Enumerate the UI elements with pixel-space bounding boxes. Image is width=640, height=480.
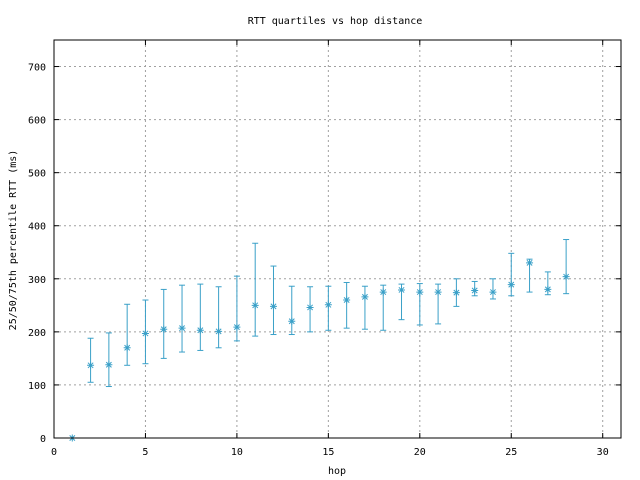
data-point: [526, 258, 534, 293]
y-tick-label: 400: [28, 222, 46, 233]
x-tick-label: 0: [51, 447, 57, 458]
median-marker: [343, 296, 351, 304]
data-point: [471, 280, 479, 297]
x-tick-label: 20: [414, 447, 426, 458]
data-point: [379, 284, 387, 331]
y-tick-label: 200: [28, 328, 46, 339]
data-series: [68, 239, 570, 442]
median-marker: [379, 288, 387, 296]
median-marker: [141, 329, 149, 337]
data-point: [215, 286, 223, 349]
x-axis-label: hop: [328, 466, 346, 477]
median-marker: [105, 361, 113, 369]
data-point: [489, 278, 497, 300]
y-tick-label: 100: [28, 381, 46, 392]
x-tick-label: 25: [505, 447, 517, 458]
median-marker: [416, 288, 424, 296]
median-marker: [452, 289, 460, 297]
median-marker: [160, 325, 168, 333]
y-tick-label: 600: [28, 116, 46, 127]
median-marker: [471, 286, 479, 294]
median-marker: [526, 259, 534, 267]
axes: 0 100 200 300 400 500 600 700 0 5 10 15 20 25 30: [28, 40, 621, 458]
data-point: [251, 242, 259, 337]
x-tick-label: 10: [231, 447, 243, 458]
median-marker: [544, 285, 552, 293]
data-point: [562, 239, 570, 295]
median-marker: [233, 323, 241, 331]
data-point: [416, 283, 424, 326]
median-marker: [123, 344, 131, 352]
data-point: [87, 337, 95, 383]
median-marker: [489, 288, 497, 296]
median-marker: [434, 288, 442, 296]
median-marker: [562, 273, 570, 281]
y-tick-label: 500: [28, 169, 46, 180]
data-point: [196, 283, 204, 351]
data-point: [507, 252, 515, 297]
median-marker: [178, 324, 186, 332]
data-point: [343, 282, 351, 329]
x-tick-label: 5: [142, 447, 148, 458]
chart-title: RTT quartiles vs hop distance: [248, 16, 423, 27]
data-point: [306, 286, 314, 333]
data-point: [105, 332, 113, 388]
data-point: [123, 303, 131, 366]
x-tick-label: 15: [322, 447, 334, 458]
data-point: [288, 285, 296, 336]
data-point: [361, 285, 369, 330]
data-point: [233, 275, 241, 342]
data-point: [269, 265, 277, 336]
y-tick-label: 0: [40, 434, 46, 445]
y-tick-label: 300: [28, 275, 46, 286]
median-marker: [269, 302, 277, 310]
median-marker: [361, 293, 369, 301]
median-marker: [251, 301, 259, 309]
data-point: [452, 278, 460, 307]
median-marker: [306, 303, 314, 311]
median-marker: [288, 317, 296, 325]
data-point: [160, 288, 168, 359]
data-point: [324, 285, 332, 331]
median-marker: [215, 327, 223, 335]
data-point: [434, 283, 442, 325]
median-marker: [398, 286, 406, 294]
median-marker: [324, 301, 332, 309]
data-point: [544, 271, 552, 296]
y-tick-label: 700: [28, 63, 46, 74]
grid: [54, 40, 621, 438]
data-point: [178, 284, 186, 353]
median-marker: [196, 326, 204, 334]
median-marker: [87, 361, 95, 369]
data-point: [141, 299, 149, 365]
plot-frame: [53, 39, 622, 439]
x-tick-label: 30: [597, 447, 609, 458]
y-axis-label: 25/50/75th percentile RTT (ms): [8, 150, 19, 331]
median-marker: [507, 281, 515, 289]
data-point: [398, 283, 406, 321]
